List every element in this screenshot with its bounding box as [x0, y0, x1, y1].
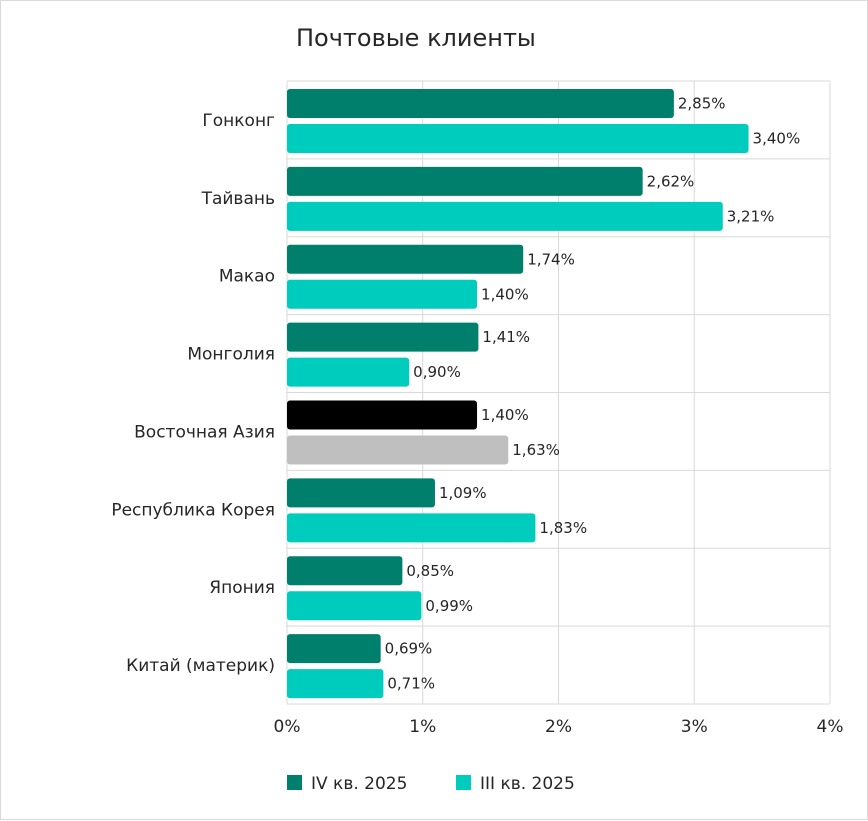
data-label: 0,69% [385, 640, 433, 658]
data-label: 1,74% [527, 250, 575, 268]
chart-title: Почтовые клиенты [296, 24, 536, 52]
data-label: 1,83% [539, 519, 587, 537]
legend: IV кв. 2025 III кв. 2025 [287, 774, 575, 794]
x-tick-label: 0% [274, 717, 301, 737]
bar-q4 [287, 556, 403, 586]
bar-q3 [287, 669, 384, 699]
category-label: Тайвань [201, 189, 275, 209]
bar-q3 [287, 591, 422, 621]
category-label: Япония [209, 578, 275, 598]
data-label: 3,40% [753, 130, 801, 148]
bar-q4 [287, 634, 381, 664]
data-label: 2,62% [647, 172, 695, 190]
category-labels: Гонконг Тайвань Макао Монголия Восточная Ази… [111, 111, 275, 676]
data-label: 0,90% [413, 363, 461, 381]
bar-q4 [287, 322, 479, 352]
x-tick-label: 4% [817, 717, 844, 737]
category-label: Республика Корея [111, 500, 275, 520]
data-label: 1,63% [512, 441, 560, 459]
bar-q3 [287, 513, 536, 543]
bar-q3 [287, 435, 509, 465]
legend-label: III кв. 2025 [480, 774, 575, 794]
x-tick-label: 3% [681, 717, 708, 737]
legend-label: IV кв. 2025 [311, 774, 407, 794]
x-axis-ticks: 0% 1% 2% 3% 4% [274, 717, 844, 737]
data-label: 1,41% [482, 328, 530, 346]
x-tick-label: 2% [545, 717, 572, 737]
category-label: Макао [219, 267, 275, 287]
data-label: 0,71% [387, 675, 435, 693]
bar-q4 [287, 89, 674, 118]
legend-swatch [287, 775, 302, 790]
bar-q4 [287, 400, 478, 430]
data-label: 3,21% [727, 207, 775, 225]
bar-q3 [287, 357, 410, 387]
bar-q3 [287, 279, 478, 309]
data-label: 1,40% [481, 285, 529, 303]
category-label: Восточная Азия [134, 422, 275, 442]
data-label: 2,85% [678, 95, 726, 113]
bar-q4 [287, 166, 643, 196]
category-label: Монголия [187, 345, 275, 365]
bar-q4 [287, 244, 524, 274]
category-label: Китай (материк) [126, 656, 275, 676]
bar-q3 [287, 124, 749, 153]
category-label: Гонконг [202, 111, 275, 131]
bar-q3 [287, 201, 723, 231]
data-label: 1,09% [439, 484, 487, 502]
bars-group: 2,85% 3,40% 2,62% 3,21% 1,74% 1,40% 1,41% 0,90%… [287, 89, 801, 699]
x-tick-label: 1% [409, 717, 436, 737]
data-label: 0,99% [425, 597, 473, 615]
bar-q4 [287, 478, 435, 508]
data-label: 1,40% [481, 406, 529, 424]
data-label: 0,85% [406, 562, 454, 580]
legend-swatch [456, 775, 471, 790]
